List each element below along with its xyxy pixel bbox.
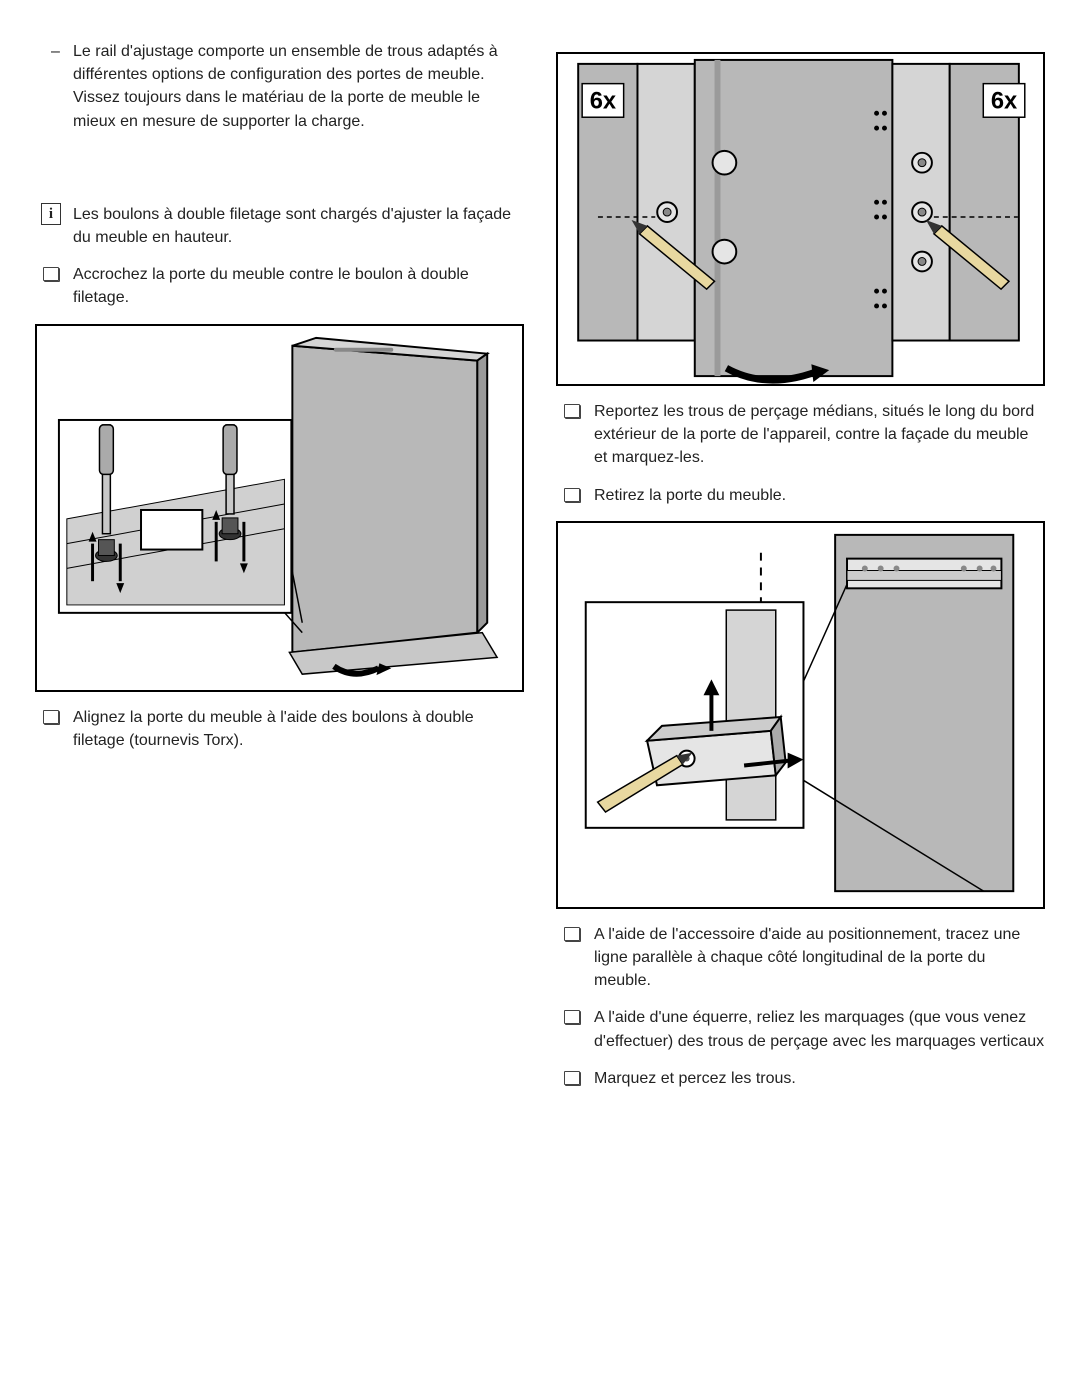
left-column: Le rail d'ajustage comporte un ensemble … <box>35 40 524 1104</box>
list-item-checkbox: A l'aide d'une équerre, reliez les marqu… <box>556 1006 1045 1052</box>
figure-a-svg <box>37 326 522 690</box>
list-item-checkbox: Reportez les trous de perçage médians, s… <box>556 400 1045 470</box>
figure-c-svg <box>558 523 1043 907</box>
text: Alignez la porte du meuble à l'aide des … <box>73 709 474 749</box>
text: Accrochez la porte du meuble contre le b… <box>73 266 469 306</box>
text: Marquez et percez les trous. <box>594 1070 796 1087</box>
figure-b-svg: 6x 6x <box>558 54 1043 384</box>
info-icon: i <box>41 203 61 225</box>
list-item-dash: Le rail d'ajustage comporte un ensemble … <box>35 40 524 133</box>
right-column: 6x 6x <box>556 40 1045 1104</box>
list-item-checkbox: Accrochez la porte du meuble contre le b… <box>35 263 524 309</box>
list-item-checkbox: Marquez et percez les trous. <box>556 1067 1045 1090</box>
label-6x-right: 6x <box>991 88 1018 114</box>
page-root: Le rail d'ajustage comporte un ensemble … <box>35 40 1045 1104</box>
text: Reportez les trous de perçage médians, s… <box>594 403 1034 466</box>
figure-positioning-tool <box>556 521 1045 909</box>
figure-screw-marking: 6x 6x <box>556 52 1045 386</box>
text: Retirez la porte du meuble. <box>594 487 786 504</box>
text: A l'aide de l'accessoire d'aide au posit… <box>594 926 1020 989</box>
figure-door-bolts <box>35 324 524 692</box>
text: A l'aide d'une équerre, reliez les marqu… <box>594 1009 1044 1049</box>
info-item: i Les boulons à double filetage sont cha… <box>35 203 524 249</box>
list-item-checkbox: A l'aide de l'accessoire d'aide au posit… <box>556 923 1045 993</box>
text: Le rail d'ajustage comporte un ensemble … <box>73 43 498 130</box>
list-item-checkbox: Alignez la porte du meuble à l'aide des … <box>35 706 524 752</box>
label-6x-left: 6x <box>590 88 617 114</box>
list-item-checkbox: Retirez la porte du meuble. <box>556 484 1045 507</box>
text: Les boulons à double filetage sont charg… <box>73 206 511 246</box>
